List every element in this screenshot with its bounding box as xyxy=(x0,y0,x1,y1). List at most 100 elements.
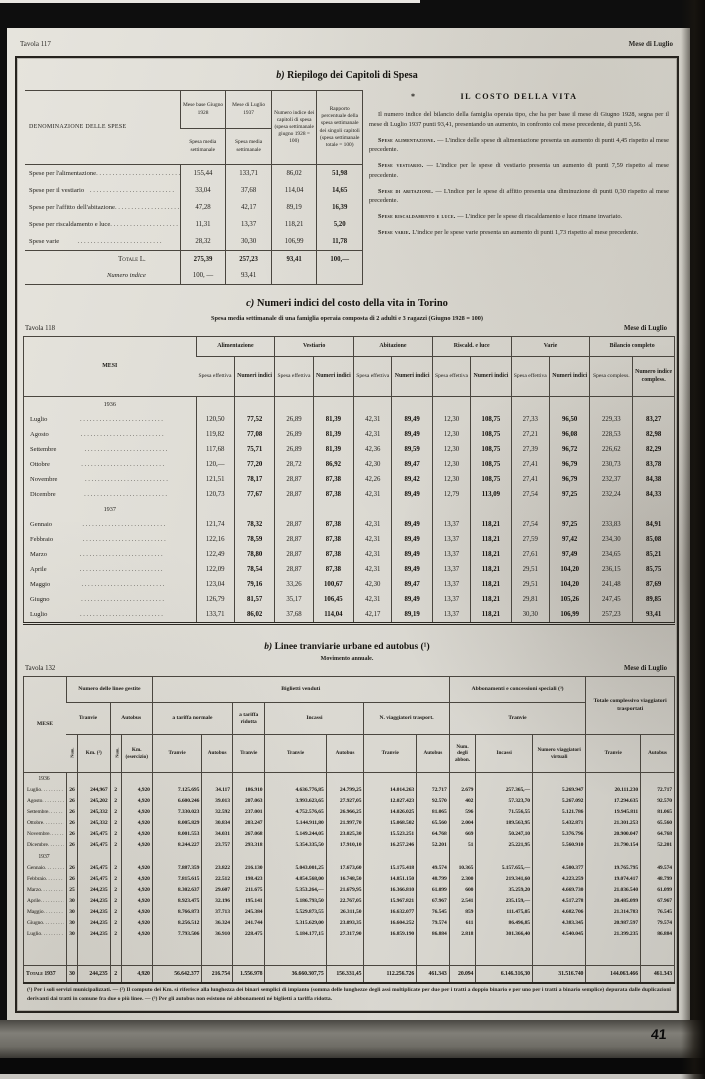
dot-leader xyxy=(47,562,196,577)
value-cell: 2 xyxy=(109,828,122,840)
value-cell: 244,235 xyxy=(77,884,111,896)
value-cell: 42,31 xyxy=(353,411,392,427)
value-cell: 245,202 xyxy=(77,795,111,807)
value-cell: 22.767,05 xyxy=(325,895,364,907)
value-cell: 87,38 xyxy=(312,546,354,562)
month-cell: Agosto xyxy=(24,427,196,442)
value-cell: 155,44 xyxy=(179,164,226,182)
value-cell: 114,04 xyxy=(270,182,317,199)
value-cell: 86,02 xyxy=(233,606,275,623)
value-cell: 35,17 xyxy=(274,591,314,607)
value-cell: 33,26 xyxy=(274,576,314,592)
value-cell: 4.669.730 xyxy=(531,884,586,896)
value-cell: 49.574 xyxy=(416,862,450,874)
row-label-text: Spese per il vestiario xyxy=(29,187,85,194)
value-cell: 78,59 xyxy=(233,531,275,547)
value-cell: 83,27 xyxy=(632,411,675,427)
value-cell: 257,23 xyxy=(225,250,272,268)
dot-leader xyxy=(50,457,196,472)
value-cell: 4,920 xyxy=(120,906,153,918)
value-cell: 85,08 xyxy=(632,531,675,547)
value-cell: 5.144.911,80 xyxy=(264,817,327,829)
value-cell: 30,30 xyxy=(225,233,272,251)
value-cell: 245,332 xyxy=(77,817,111,829)
value-cell: 25.221,95 xyxy=(475,839,533,851)
value-cell: 30 xyxy=(65,965,78,983)
value-cell: 2 xyxy=(109,884,122,896)
page-number: 41 xyxy=(650,1026,668,1042)
value-cell: 13,37 xyxy=(431,591,471,607)
table-row: Febbraio26245,47524,9207.815.61522.51219… xyxy=(24,873,675,885)
leaf-tranvie: Tranvie xyxy=(363,734,417,773)
row-label: Spese varie xyxy=(25,233,180,250)
tavola-number-132: Tavola 132 xyxy=(25,665,56,672)
value-cell: 26 xyxy=(65,817,78,829)
value-cell: 4.752.576,65 xyxy=(264,806,327,818)
value-cell: 104,20 xyxy=(548,561,590,577)
title-text: Linee tranviarie urbane ed autobus (¹) xyxy=(274,642,430,652)
value-cell: 228.475 xyxy=(231,928,265,940)
empty-cell xyxy=(416,850,450,863)
paragraph-lead: Spese varie. xyxy=(378,229,411,237)
value-cell: 50.247,10 xyxy=(475,828,533,840)
year-label: 1937 xyxy=(38,853,50,860)
month-header: Mese di Luglio xyxy=(628,40,673,48)
value-cell: 5.149.244,05 xyxy=(264,828,327,840)
dot-leader xyxy=(52,517,195,532)
value-cell: 79.574 xyxy=(640,917,675,929)
value-cell: 27,41 xyxy=(510,471,550,487)
value-cell: 17.673,60 xyxy=(325,862,364,874)
value-cell: 30,30 xyxy=(510,606,550,623)
title-prefix: b) xyxy=(276,70,285,81)
dot-leader xyxy=(115,199,180,216)
value-cell: 13,37 xyxy=(225,216,272,233)
value-cell: 8.923.475 xyxy=(151,895,202,907)
month-name: Febbraio xyxy=(30,535,54,543)
value-cell: 195.141 xyxy=(231,895,265,907)
empty-cell xyxy=(195,501,235,517)
value-cell: 118,21 xyxy=(470,561,512,577)
empty-cell xyxy=(632,501,675,517)
value-cell: 156.331,45 xyxy=(325,965,364,983)
empty-cell xyxy=(416,772,450,785)
paragraph-text: — L'indice per le spese di affitto prese… xyxy=(369,187,669,205)
value-cell: 186.910 xyxy=(231,784,265,796)
table-row: Aprile 30244,23524,9208.923.47532.196195.… xyxy=(24,895,675,907)
value-cell: 402 xyxy=(448,795,476,807)
value-cell: 27.927,05 xyxy=(325,795,364,807)
value-cell: 27,21 xyxy=(510,426,550,442)
value-cell: 4.517.278 xyxy=(531,895,586,907)
value-cell: 8.256.512 xyxy=(151,917,202,929)
value-cell: 226,62 xyxy=(589,441,633,457)
value-cell: 21.679,95 xyxy=(325,884,364,896)
section-title-indici: c) Numeri indici del costo della vita in… xyxy=(17,298,677,309)
value-cell: 42,30 xyxy=(353,456,392,472)
value-cell: 100,— xyxy=(316,250,363,268)
value-cell: 121,74 xyxy=(195,516,235,532)
value-cell: 5.043.001,25 xyxy=(264,862,327,874)
value-cell: 106,99 xyxy=(270,233,317,251)
dot-leader xyxy=(48,807,64,818)
value-cell: 33,04 xyxy=(179,182,226,199)
dot-leader xyxy=(56,487,196,502)
value-cell: 47,28 xyxy=(179,199,226,216)
empty-cell xyxy=(109,850,122,863)
month-name: Giugno xyxy=(27,919,43,926)
month-name: Ottobre xyxy=(27,819,44,826)
value-cell: 5.376.796 xyxy=(531,828,586,840)
empty-cell xyxy=(109,772,122,785)
table-row: Dicembre 26245,47524,9208.244.22723.75729… xyxy=(24,839,675,851)
table-row: Agosto 26245,20224,9206.600.24639.013207.… xyxy=(24,795,675,807)
value-cell: 42,31 xyxy=(353,426,392,442)
value-cell: 20.094 xyxy=(448,965,476,983)
value-cell: 8.302.637 xyxy=(151,884,202,896)
paragraph: Spese riscaldamento e luce. — L'indice p… xyxy=(369,212,669,222)
value-cell: 78,32 xyxy=(233,516,275,532)
dot-leader xyxy=(41,885,64,896)
value-cell: 4,920 xyxy=(120,965,153,983)
value-cell: 122,09 xyxy=(195,561,235,577)
empty-cell xyxy=(231,850,265,863)
sub-tranvie: Tranvie xyxy=(66,702,111,735)
table-row: Novembre121,5178,1728,8787,3842,2689,421… xyxy=(24,471,675,487)
empty-cell xyxy=(325,939,364,966)
